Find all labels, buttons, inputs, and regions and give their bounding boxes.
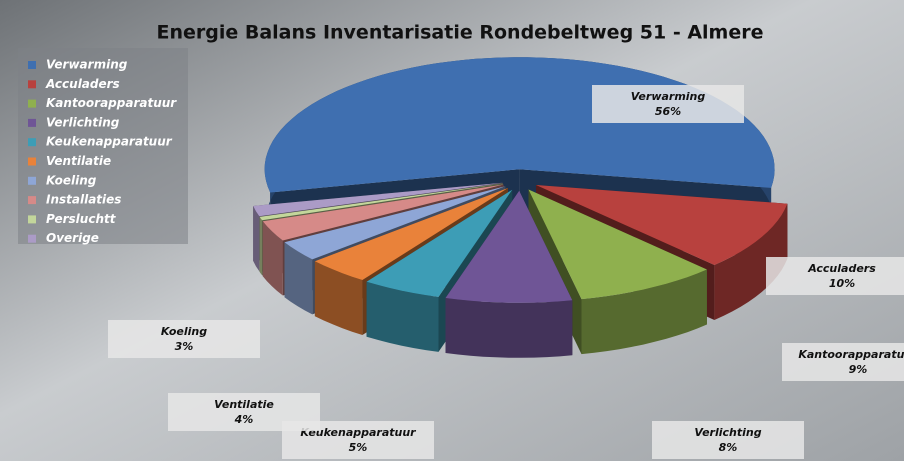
chart-title: Energie Balans Inventarisatie Rondebeltw…	[156, 22, 763, 44]
callout-value: 9%	[849, 363, 868, 376]
legend-swatch	[28, 61, 36, 69]
legend-label: Ventilatie	[46, 154, 111, 168]
callout-category: Acculaders	[807, 262, 876, 275]
callout-category: Verwarming	[631, 90, 706, 103]
callout-category: Kantoorapparatuur	[798, 348, 904, 361]
legend-label: Keukenapparatuur	[46, 135, 173, 149]
callout-value: 5%	[349, 441, 368, 454]
callout-value: 56%	[655, 105, 681, 118]
callout-category: Verlichting	[694, 426, 761, 439]
callout-value: 3%	[175, 340, 194, 353]
callout-value: 10%	[829, 277, 855, 290]
legend-label: Verlichting	[46, 115, 120, 129]
legend-swatch	[28, 215, 36, 223]
legend-label: Acculaders	[45, 77, 120, 91]
legend-swatch	[28, 235, 36, 243]
legend-label: Koeling	[46, 173, 97, 187]
legend-swatch	[28, 119, 36, 127]
legend-label: Installaties	[46, 193, 121, 207]
legend-swatch	[28, 138, 36, 146]
legend-swatch	[28, 177, 36, 185]
callout-value: 4%	[234, 413, 254, 426]
legend-label: Verwarming	[46, 58, 128, 72]
slice-depth	[446, 298, 573, 358]
legend-label: Overige	[46, 231, 99, 245]
legend-swatch	[28, 158, 36, 166]
callout-value: 8%	[719, 441, 738, 454]
legend-label: Persluchtt	[46, 212, 117, 226]
legend-swatch	[28, 80, 36, 88]
slice-depth	[253, 206, 259, 271]
slice-depth	[260, 217, 263, 275]
callout-category: Ventilatie	[214, 398, 274, 411]
legend-label: Kantoorapparatuur	[46, 96, 177, 110]
chart: Energie Balans Inventarisatie Rondebeltw…	[0, 0, 904, 461]
legend-swatch	[28, 196, 36, 204]
legend-swatch	[28, 100, 36, 108]
callout-category: Koeling	[161, 325, 207, 338]
